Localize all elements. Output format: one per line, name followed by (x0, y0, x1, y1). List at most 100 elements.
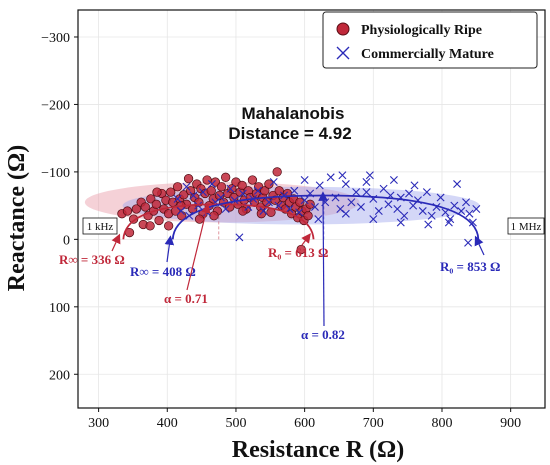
arrow-rinf-ripe (111, 233, 121, 252)
data-point-ripe (216, 182, 227, 192)
y-tick-label: −100 (41, 166, 70, 181)
data-point-mature (314, 215, 323, 224)
data-point-mature (338, 171, 347, 180)
plot-frame (77, 9, 546, 409)
data-point-mature (238, 189, 247, 198)
y-tick-label: 100 (49, 301, 70, 316)
data-point-ripe (151, 199, 161, 209)
data-point-mature (422, 188, 431, 197)
axis-ticks: 300 400 500 600 700 800 900 −300 −200 −100 0 100 200 (41, 31, 521, 431)
data-point-mature (177, 207, 186, 216)
data-point-ripe (237, 180, 247, 191)
annotation-rinf-ripe: R∞ = 336 Ω (59, 252, 125, 267)
data-point-ripe (221, 172, 231, 182)
data-point-ripe (152, 187, 162, 197)
mahalanobis-title-line1: Mahalanobis (242, 104, 345, 123)
data-point-ripe (238, 206, 248, 216)
data-point-mature (389, 176, 398, 184)
data-point-mature (453, 180, 462, 189)
data-point-mature (444, 218, 453, 227)
data-point-ripe (172, 182, 183, 192)
x-tick-label: 400 (157, 416, 178, 431)
arrow-r0-mature (474, 235, 485, 256)
data-point-ripe (295, 197, 305, 207)
data-point-mature (295, 208, 304, 217)
data-point-mature (410, 181, 419, 190)
x-tick-label: 600 (294, 416, 315, 431)
data-point-mature (226, 184, 235, 193)
data-point-mature (259, 207, 268, 216)
annotation-alpha-ripe: α = 0.71 (164, 291, 208, 306)
legend-label-ripe: Physiologically Ripe (361, 23, 482, 38)
data-point-mature (274, 201, 283, 210)
data-point-mature (369, 215, 378, 224)
data-point-ripe (296, 244, 306, 255)
data-point-mature (436, 193, 445, 202)
data-point-mature (290, 186, 299, 195)
annotation-alpha-mature: α = 0.82 (301, 327, 345, 342)
data-point-mature (216, 193, 225, 202)
data-point-mature (300, 196, 309, 205)
annotation-rinf-mature: R∞ = 408 Ω (130, 264, 196, 279)
data-point-mature (347, 198, 356, 207)
freq-label-low: 1 kHz (87, 221, 114, 233)
data-point-mature (362, 178, 371, 187)
data-point-mature (173, 194, 182, 203)
freq-box-high (507, 217, 545, 235)
freq-label-high: 1 MHz (511, 221, 542, 233)
data-point-ripe (179, 190, 189, 200)
data-point-mature (468, 218, 477, 227)
data-point-mature (189, 191, 198, 200)
data-point-ripe (194, 214, 205, 224)
data-point-ripe (122, 206, 133, 216)
x-axis-title: Resistance R (Ω) (232, 437, 405, 463)
data-point-ripe (206, 186, 216, 196)
data-point-mature (253, 186, 262, 195)
data-point-mature (465, 209, 474, 218)
data-point-mature (356, 202, 365, 211)
data-point-ripe (305, 199, 315, 209)
y-tick-label: −300 (41, 31, 70, 46)
data-point-ripe (210, 177, 221, 187)
legend-box (322, 11, 538, 69)
data-point-mature (285, 205, 294, 213)
arrow-rinf-mature (164, 235, 175, 263)
data-point-ripe (209, 211, 219, 221)
data-point-mature (352, 188, 361, 197)
data-point-mature (326, 173, 335, 182)
x-tick-label: 900 (500, 416, 521, 431)
y-tick-label: 200 (49, 368, 70, 383)
data-point-ripe (131, 204, 142, 214)
data-point-mature (379, 184, 388, 193)
annotation-r0-mature: R₀ = 853 Ω (440, 259, 500, 274)
freq-box-low (82, 217, 118, 235)
data-point-mature (418, 207, 427, 216)
data-point-ripe (260, 186, 270, 196)
data-point-mature (341, 180, 350, 189)
data-point-ripe (166, 187, 176, 197)
data-point-ripe (264, 179, 274, 189)
data-point-mature (472, 205, 481, 213)
data-point-mature (341, 209, 350, 218)
mahalanobis-title-line2: Distance = 4.92 (228, 124, 351, 143)
legend: Physiologically Ripe Commercially Mature (322, 11, 538, 69)
arrow-alpha-ripe (186, 203, 211, 291)
data-point-mature (424, 220, 433, 229)
legend-marker-ripe (336, 22, 350, 36)
data-point-mature (182, 182, 191, 191)
data-point-ripe (128, 214, 139, 224)
data-point-mature (280, 191, 289, 200)
data-point-mature (300, 176, 309, 184)
data-point-mature (464, 238, 473, 247)
data-point-ripe (145, 221, 155, 231)
x-tick-label: 700 (363, 416, 384, 431)
data-point-ripe (227, 184, 237, 194)
data-point-mature (374, 207, 383, 216)
y-tick-label: −200 (41, 98, 70, 113)
arrow-r0-ripe (301, 233, 311, 246)
data-point-mature (427, 211, 436, 220)
data-point-mature (405, 189, 414, 198)
data-point-mature (207, 180, 216, 189)
data-point-ripe (183, 173, 194, 184)
